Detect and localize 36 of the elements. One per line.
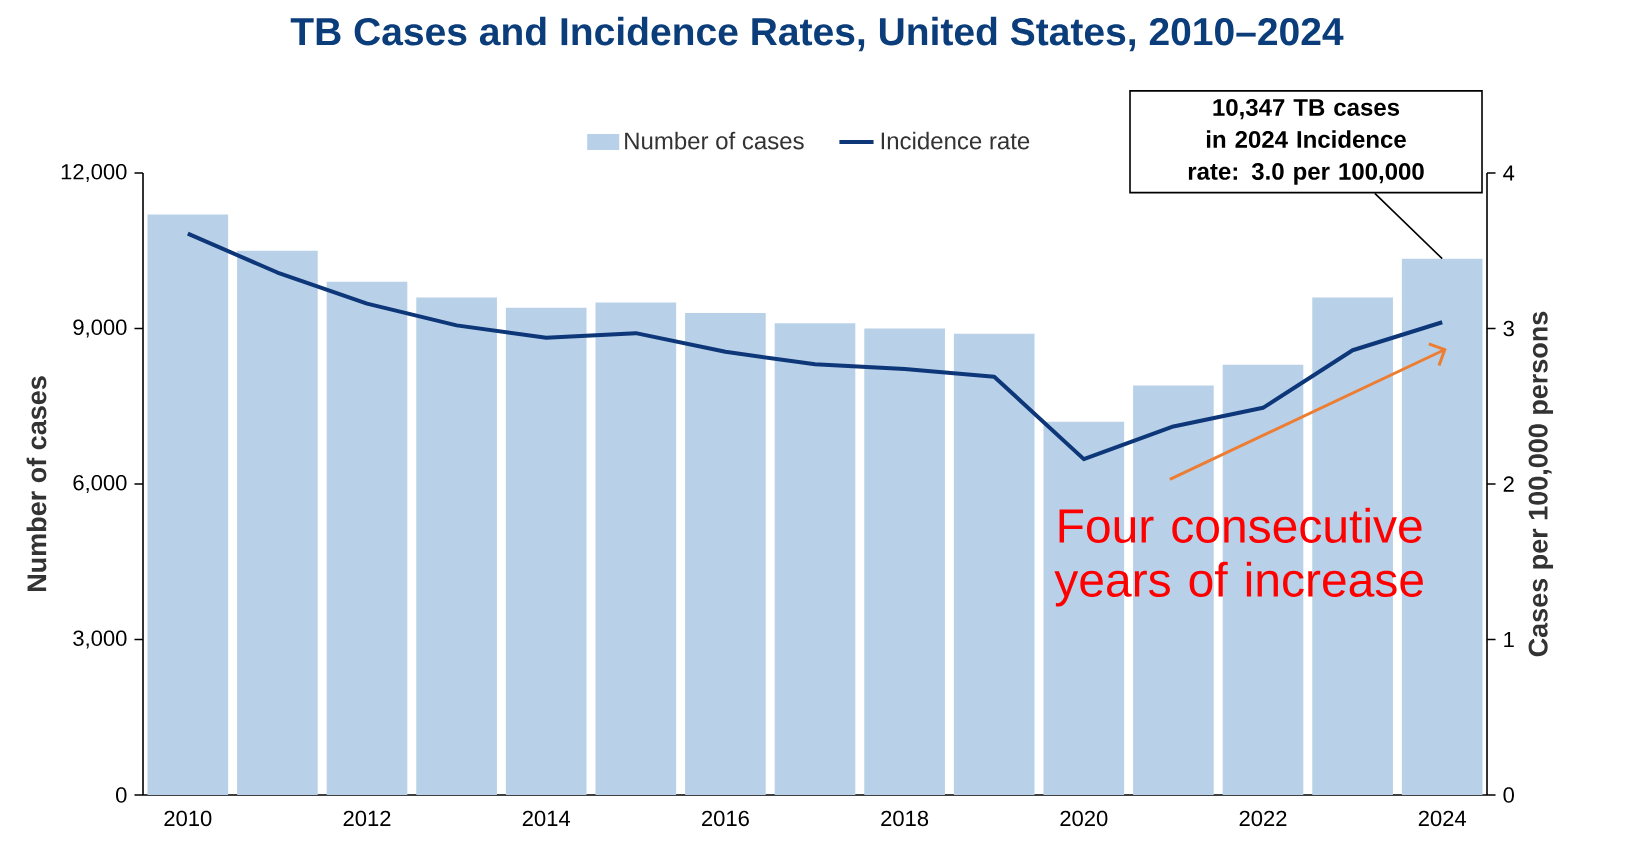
y-tick-label: 12,000: [61, 163, 127, 183]
x-tick-label: 2010: [164, 810, 212, 827]
y-tick-label: 3,000: [73, 630, 127, 649]
bar: [416, 297, 497, 795]
legend-label: Incidence rate: [881, 131, 1030, 150]
y2-tick-label: 0: [1503, 787, 1514, 803]
bar: [864, 328, 945, 795]
line-series: [185, 231, 1445, 462]
bar: [595, 302, 677, 795]
x-tick-label: 2012: [343, 810, 391, 827]
y2-tick-label: 4: [1503, 165, 1515, 181]
y2-tick-label: 1: [1504, 631, 1514, 648]
x-tick-label: 2020: [1060, 810, 1108, 827]
y-axis-title: Number of cases: [26, 376, 47, 591]
bar: [685, 312, 766, 795]
annotation: Four consecutive years of increase: [1054, 507, 1423, 607]
y-tick-label: 6,000: [73, 474, 127, 494]
x-tick-label: 2014: [522, 810, 570, 827]
bar: [237, 250, 318, 795]
x-tick-label: 2024: [1418, 810, 1467, 827]
bar: [774, 323, 856, 795]
x-tick-label: 2018: [881, 810, 929, 827]
bar: [147, 214, 229, 795]
bar: [505, 307, 587, 795]
bar: [326, 281, 408, 795]
y-tick-label: 0: [116, 787, 127, 803]
x-tick-label: 2016: [702, 810, 749, 827]
y2-tick-label: 2: [1503, 476, 1514, 492]
chart-title: TB Cases and Incidence Rates, United States, 2010–2024: [290, 16, 1344, 52]
legend-label: Number of cases: [625, 131, 804, 150]
bar: [953, 333, 1035, 795]
y2-tick-label: 3: [1503, 320, 1514, 337]
y-tick-label: 9,000: [73, 319, 127, 338]
x-tick-label: 2022: [1239, 810, 1287, 827]
annotation: 10,347 TB cases in 2024 Incidence rate: 3.0 per 100,000: [1188, 98, 1424, 185]
y2-axis-title: Cases per 100,000 persons: [1528, 311, 1554, 657]
